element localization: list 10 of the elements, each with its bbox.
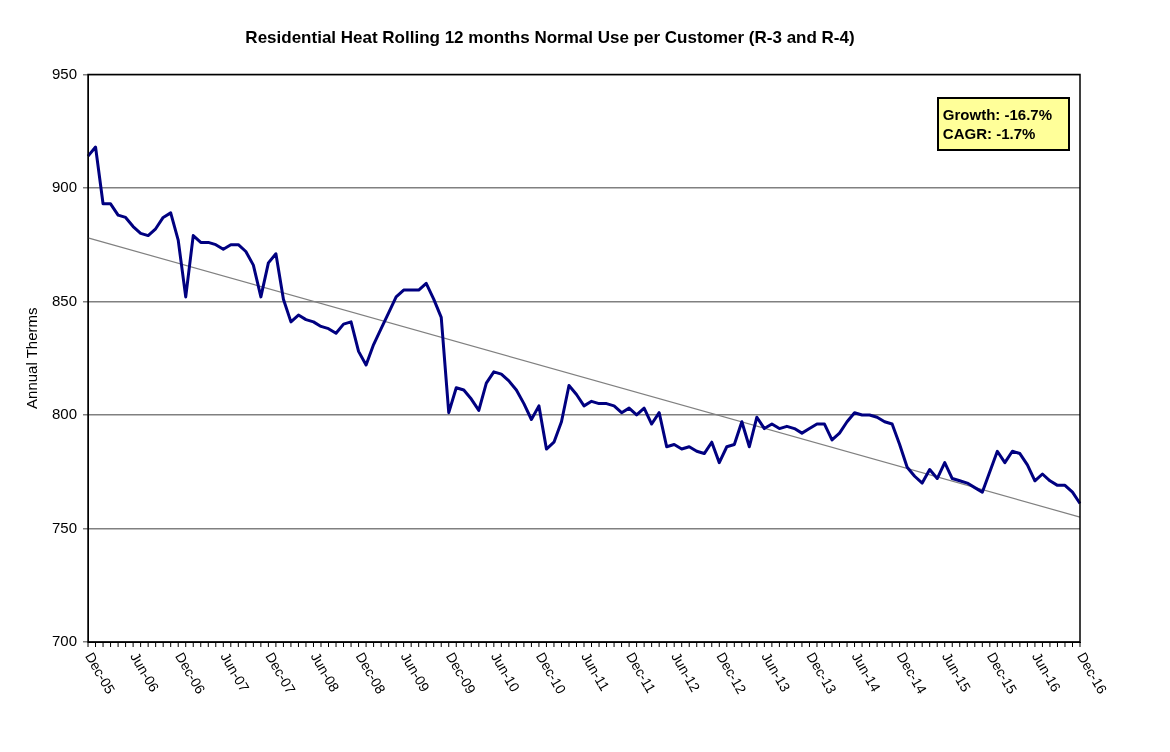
annotation: CAGR: -1.7% bbox=[942, 124, 1037, 143]
chart-title: Residential Heat Rolling 12 months Normal Use per Customer (R-3 and R-4) bbox=[245, 27, 855, 47]
y-tick-label: 850 bbox=[52, 291, 78, 309]
y-tick-label: 800 bbox=[52, 405, 78, 423]
y-tick-label: 950 bbox=[52, 64, 78, 82]
y-axis-title: Annual Therms bbox=[23, 307, 41, 409]
annotation: Growth: -16.7% bbox=[942, 105, 1052, 124]
y-tick-label: 900 bbox=[52, 178, 78, 196]
y-tick-label: 700 bbox=[52, 632, 78, 650]
y-tick-label: 750 bbox=[52, 518, 78, 536]
